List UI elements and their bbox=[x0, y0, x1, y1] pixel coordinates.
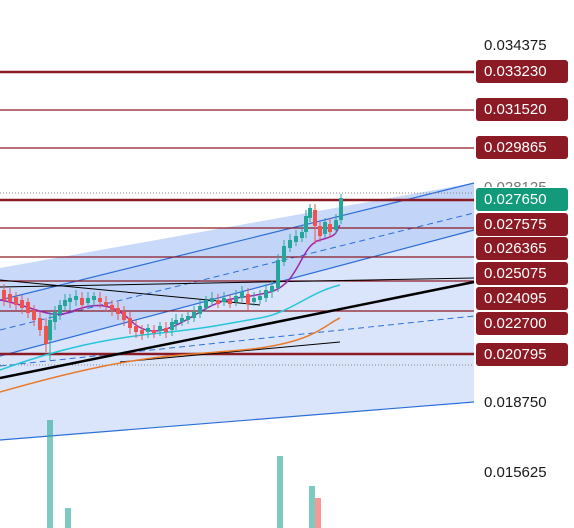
channel-lower-line bbox=[0, 401, 475, 441]
candle-up bbox=[146, 328, 150, 332]
candle-down bbox=[32, 310, 36, 320]
candle-down bbox=[164, 328, 168, 332]
price-axis-tick: 0.015625 bbox=[484, 464, 547, 481]
candle-down bbox=[8, 294, 12, 302]
price-level-tag[interactable]: 0.029865 bbox=[476, 136, 568, 159]
candle-up bbox=[234, 296, 238, 302]
candle-up bbox=[48, 320, 52, 340]
volume-bar bbox=[47, 420, 53, 528]
candle-down bbox=[228, 300, 232, 304]
volume-bar bbox=[277, 456, 283, 528]
price-level-tag[interactable]: 0.025075 bbox=[476, 262, 568, 285]
candle-up bbox=[282, 246, 286, 262]
candle-down bbox=[152, 330, 156, 333]
candle-down bbox=[44, 326, 48, 344]
candle-down bbox=[98, 298, 102, 302]
price-axis-tick: 0.034375 bbox=[484, 37, 547, 54]
candle-up bbox=[204, 300, 208, 308]
ma-teal-line bbox=[0, 284, 341, 371]
candle-up bbox=[276, 260, 280, 288]
candle-down bbox=[2, 290, 6, 300]
candle-up bbox=[170, 322, 174, 330]
candle-up bbox=[222, 298, 226, 302]
volume-bar bbox=[65, 508, 71, 528]
candle-up bbox=[58, 305, 62, 314]
candle-up bbox=[74, 296, 78, 300]
trend-line bbox=[119, 341, 341, 363]
candle-up bbox=[304, 216, 308, 232]
candle-down bbox=[122, 312, 126, 320]
candle-up bbox=[300, 232, 304, 238]
price-level-tag[interactable]: 0.033230 bbox=[476, 60, 568, 83]
price-level-tag[interactable]: 0.022700 bbox=[476, 312, 568, 335]
price-level-tag[interactable]: 0.020795 bbox=[476, 343, 568, 366]
candle-down bbox=[140, 330, 144, 334]
candle-down bbox=[328, 224, 332, 232]
candle-up bbox=[334, 220, 338, 230]
candle-up bbox=[174, 320, 178, 324]
price-level-tag[interactable]: 0.031520 bbox=[476, 98, 568, 121]
volume-bar bbox=[309, 486, 315, 528]
candle-up bbox=[288, 240, 292, 248]
candle-up bbox=[252, 298, 256, 302]
candle-up bbox=[270, 286, 274, 292]
candle-down bbox=[318, 226, 322, 236]
candle-down bbox=[216, 300, 220, 304]
candle-up bbox=[192, 312, 196, 318]
candle-down bbox=[134, 326, 138, 332]
candle-up bbox=[186, 316, 190, 320]
candle-up bbox=[63, 300, 67, 306]
current-price-tag[interactable]: 0.027650 bbox=[476, 188, 568, 211]
candle-down bbox=[80, 298, 84, 305]
candle-down bbox=[128, 318, 132, 328]
candle-up bbox=[92, 296, 96, 300]
candle-up bbox=[258, 296, 262, 300]
candle-down bbox=[26, 302, 30, 313]
candle-up bbox=[68, 298, 72, 302]
trend-line-bold bbox=[0, 280, 475, 380]
ma-orange-line bbox=[0, 317, 341, 393]
candle-up bbox=[158, 326, 162, 331]
candle-up bbox=[294, 236, 298, 242]
candle-up bbox=[339, 198, 343, 220]
candle-up bbox=[53, 312, 57, 322]
candle-down bbox=[104, 302, 108, 306]
candle-down bbox=[246, 294, 250, 304]
candle-up bbox=[308, 208, 312, 218]
candle-up bbox=[86, 298, 90, 303]
price-level-tag[interactable]: 0.026365 bbox=[476, 237, 568, 260]
candle-up bbox=[264, 290, 268, 298]
candle-down bbox=[14, 297, 18, 305]
price-axis-tick-partial: 0.028125 bbox=[484, 179, 547, 187]
candle-down bbox=[110, 305, 114, 310]
price-axis-tick: 0.018750 bbox=[484, 394, 547, 411]
candle-up bbox=[180, 318, 184, 322]
price-level-tag[interactable]: 0.024095 bbox=[476, 287, 568, 310]
trend-line bbox=[0, 277, 475, 288]
candle-up bbox=[240, 292, 244, 298]
candle-down bbox=[38, 318, 42, 330]
price-level-tag[interactable]: 0.027575 bbox=[476, 213, 568, 236]
candle-up bbox=[210, 298, 214, 302]
candle-up bbox=[198, 306, 202, 314]
candle-down bbox=[313, 210, 317, 226]
candle-down bbox=[116, 308, 120, 314]
volume-bar bbox=[315, 498, 321, 528]
candle-up bbox=[323, 222, 327, 234]
channel-mid-line bbox=[0, 229, 475, 357]
candle-down bbox=[20, 300, 24, 308]
